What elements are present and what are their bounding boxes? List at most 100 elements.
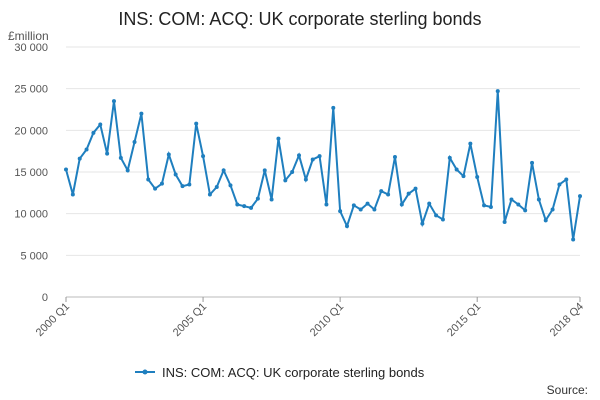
data-point [557,182,562,187]
data-point [571,237,576,242]
data-point [475,175,480,179]
y-axis-unit: £million [8,29,49,43]
data-point [530,160,535,165]
x-tick-label: 2010 Q1 [308,301,346,339]
data-point [338,209,343,214]
data-point [242,204,247,209]
data-point [413,186,418,191]
data-point [482,203,487,208]
y-tick-label: 5 000 [20,250,48,262]
x-tick-label: 2015 Q1 [445,301,483,339]
series-points [64,89,582,242]
data-point [84,147,89,152]
data-point [214,185,219,189]
data-point [111,99,116,104]
data-point [564,177,569,182]
data-point [461,174,466,179]
data-point [235,202,240,207]
data-point [262,168,267,173]
data-point [420,221,425,226]
data-point [358,207,363,212]
data-point [440,217,445,222]
data-point [283,178,288,183]
data-point [297,153,302,158]
data-point [290,170,295,174]
y-tick-label: 15 000 [14,167,48,179]
data-point [255,196,260,201]
data-point [125,168,130,173]
data-point [365,201,370,206]
data-point [105,151,110,156]
data-point [207,192,212,197]
y-tick-label: 0 [42,292,48,304]
data-point [454,167,459,172]
legend: INS: COM: ACQ: UK corporate sterling bon… [135,365,425,380]
y-tick-label: 10 000 [14,209,48,221]
x-tick-label: 2018 Q4 [548,301,586,339]
data-point [91,130,96,135]
data-point [324,202,329,207]
x-axis-ticks: 2000 Q1 2005 Q1 2010 Q1 2015 Q1 2018 Q4 [34,297,586,339]
data-point [317,154,322,159]
data-point [379,189,384,194]
legend-swatch-marker [142,369,148,375]
data-point [221,168,226,173]
data-point [98,122,103,127]
data-point [201,154,206,159]
data-point [447,155,452,160]
data-point [132,140,137,144]
data-point [550,207,555,212]
source-label: Source: [547,383,588,397]
gridlines [66,46,580,298]
data-point [139,111,144,116]
data-point [228,183,233,188]
chart-title: INS: COM: ACQ: UK corporate sterling bon… [118,9,481,29]
data-point [495,89,500,94]
y-tick-label: 30 000 [14,42,48,54]
data-point [516,202,521,207]
data-point [536,197,541,202]
data-point [187,182,192,187]
data-point [269,197,274,202]
data-point [194,121,199,126]
series-line [65,91,581,240]
data-point [502,220,507,224]
data-point [159,181,164,186]
data-point [509,197,514,202]
data-point [276,136,281,141]
legend-label: INS: COM: ACQ: UK corporate sterling bon… [162,365,425,380]
data-point [146,177,151,182]
data-point [406,191,411,196]
data-point [434,213,439,218]
y-tick-label: 25 000 [14,84,48,96]
data-point [468,141,473,146]
data-point [392,155,397,159]
data-point [399,202,404,207]
data-point [118,155,123,160]
data-point [372,207,377,212]
data-point [523,208,528,213]
data-point [427,201,432,206]
data-point [543,218,548,223]
data-point [166,152,171,157]
data-point [249,205,254,210]
data-point [70,192,75,197]
data-point [77,156,82,161]
data-point [344,224,349,229]
data-point [578,194,582,199]
data-point [173,172,178,177]
data-point [180,184,185,189]
x-tick-label: 2005 Q1 [171,301,209,339]
data-point [386,192,391,197]
y-axis-ticks: 0 5 000 10 000 15 000 20 000 25 000 30 000 [14,42,48,304]
y-tick-label: 20 000 [14,125,48,137]
data-point [488,205,493,209]
x-tick-label: 2000 Q1 [34,301,72,339]
data-point [64,167,68,172]
data-point [310,157,315,162]
data-point [153,186,158,191]
data-point [303,177,308,182]
data-point [331,105,336,110]
